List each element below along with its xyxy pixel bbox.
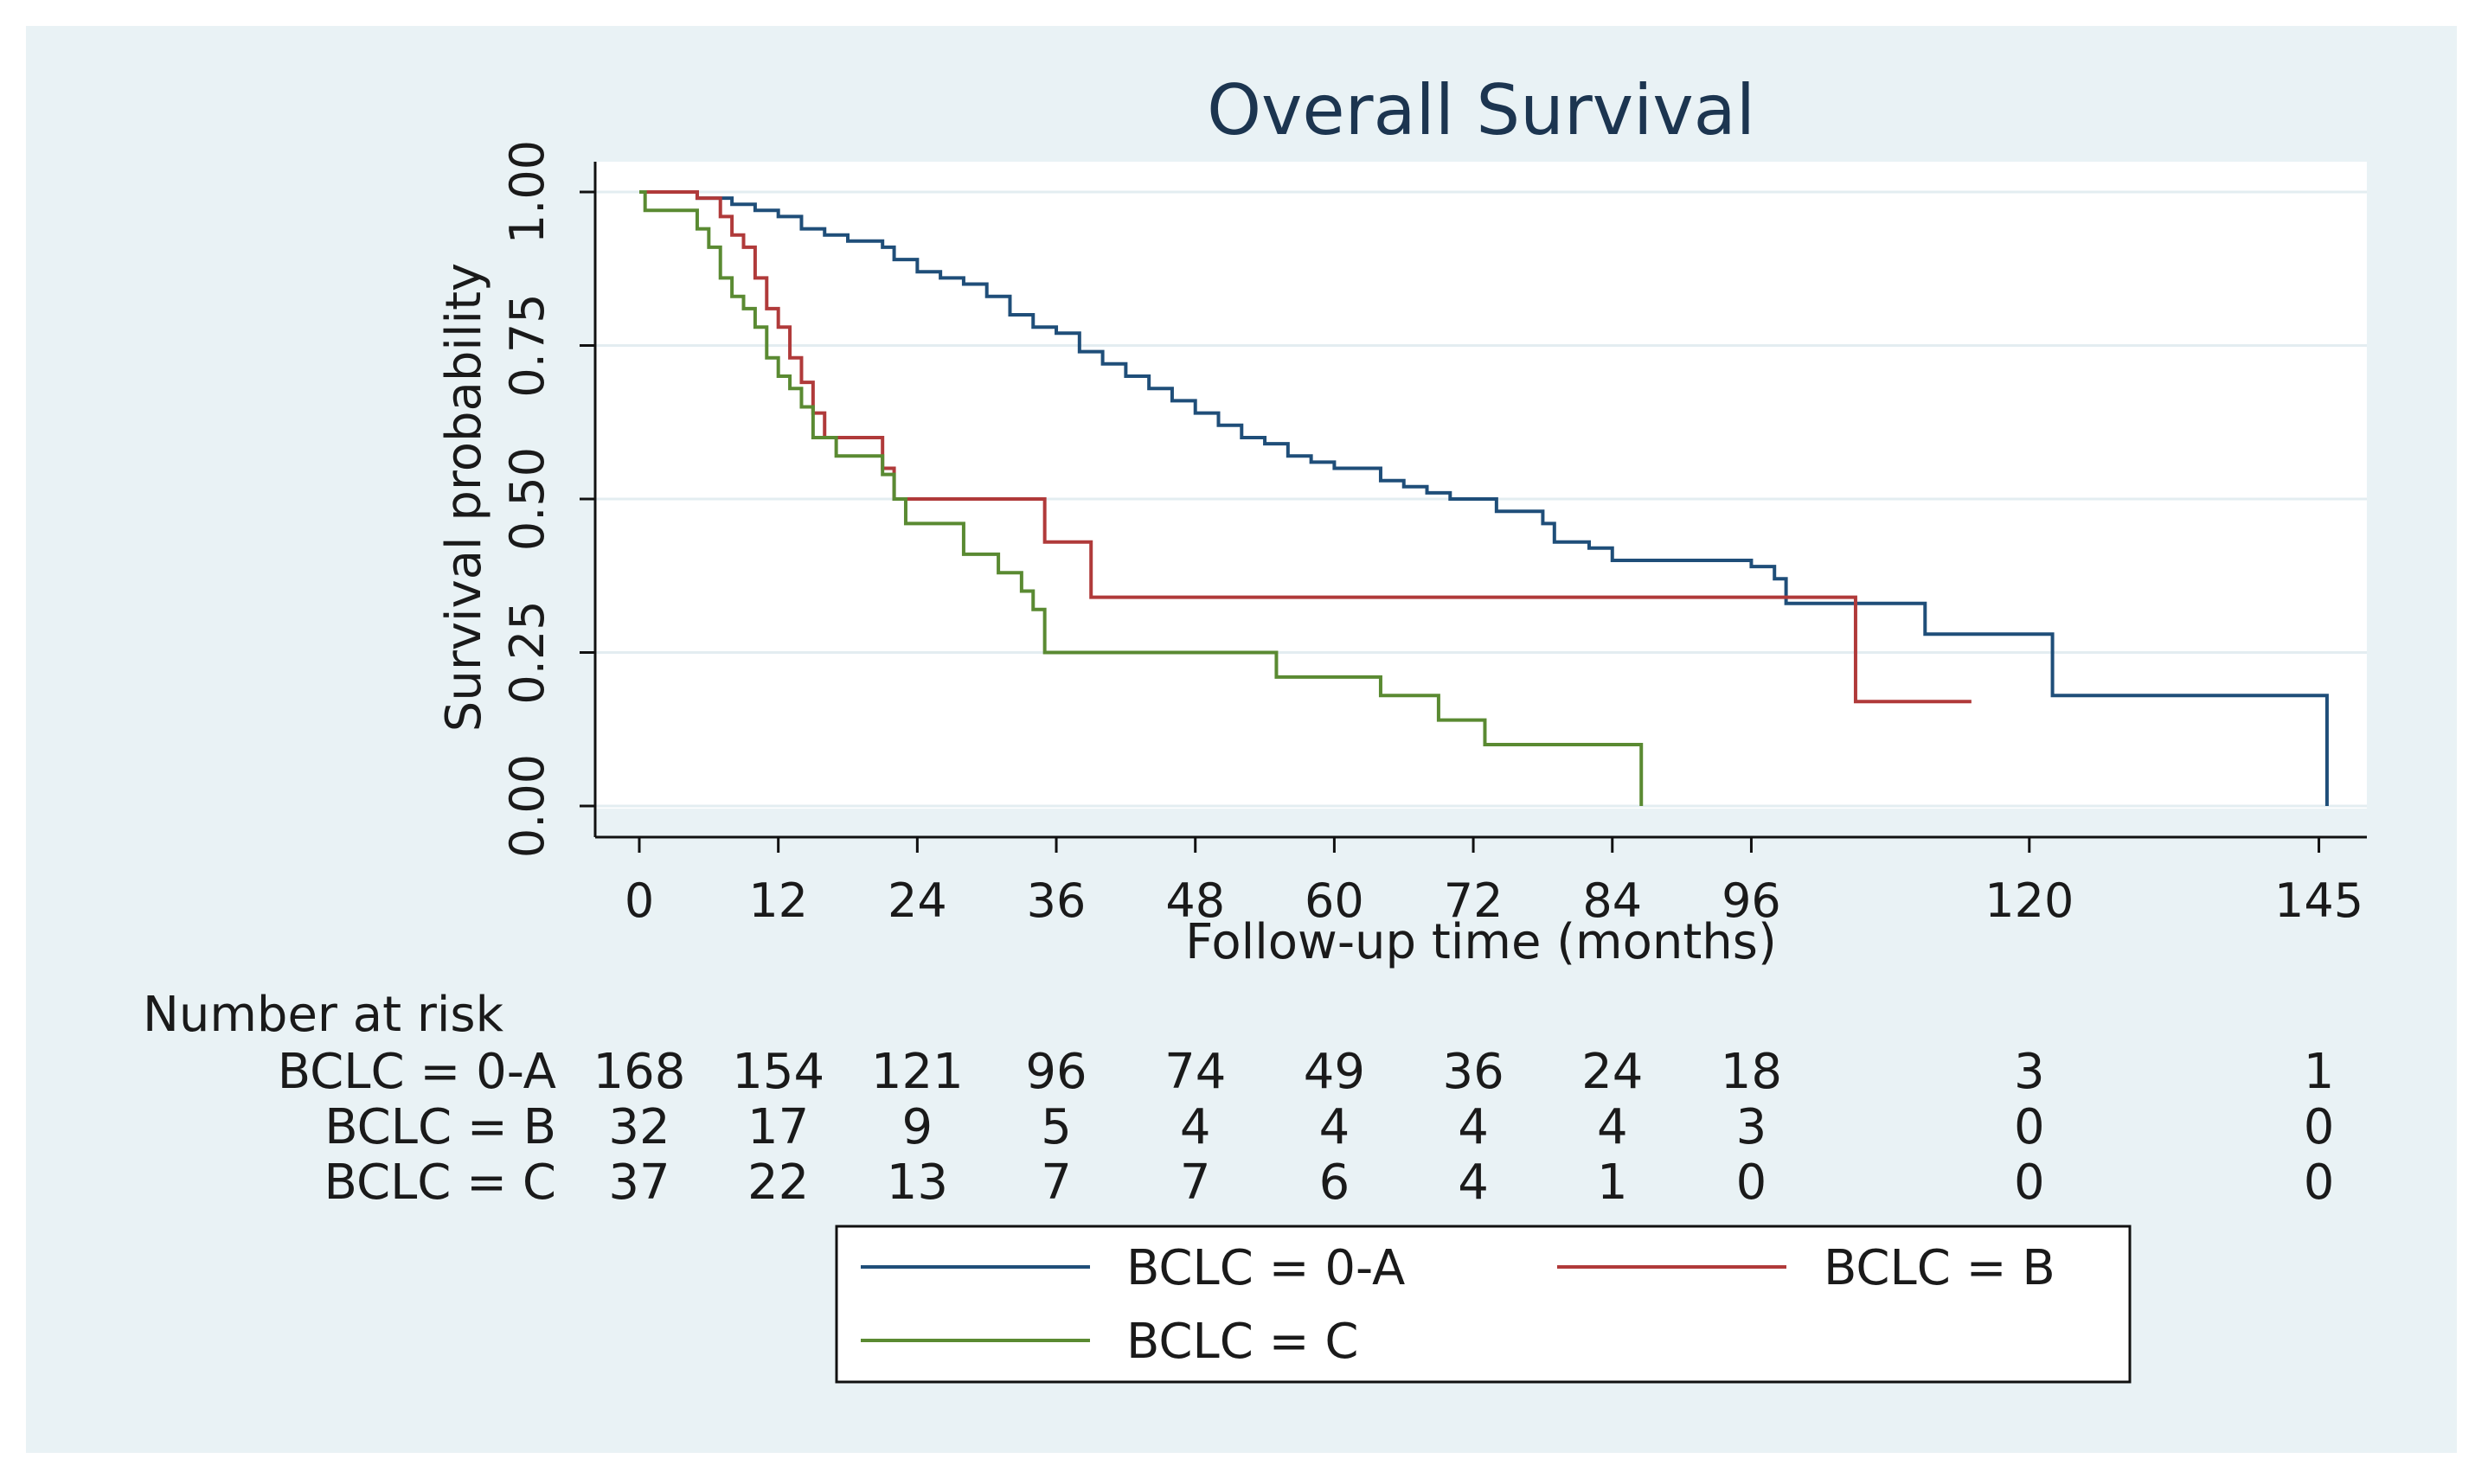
risk-value: 0 [2014, 1099, 2045, 1155]
risk-row-label: BCLC = B [324, 1099, 556, 1155]
risk-value: 6 [1319, 1155, 1350, 1211]
risk-value: 96 [1025, 1044, 1087, 1100]
risk-value: 5 [1041, 1099, 1072, 1155]
x-tick-label: 24 [888, 873, 947, 928]
risk-value: 4 [1458, 1155, 1489, 1211]
risk-value: 37 [608, 1155, 670, 1211]
y-tick-label: 0.75 [500, 293, 555, 397]
risk-value: 36 [1442, 1044, 1504, 1100]
x-ticks: 0 12 24 36 48 60 72 84 96 120 145 [625, 837, 2363, 928]
risk-value: 1 [1597, 1155, 1628, 1211]
y-ticks: 0.00 0.25 0.50 0.75 1.00 [500, 140, 595, 858]
risk-value: 9 [902, 1099, 933, 1155]
risk-value: 24 [1581, 1044, 1643, 1100]
risk-value: 49 [1304, 1044, 1365, 1100]
legend: BCLC = 0-A BCLC = B BCLC = C [861, 1240, 2055, 1370]
risk-value: 4 [1458, 1099, 1489, 1155]
risk-value: 0 [2304, 1155, 2335, 1211]
y-tick-label: 0.25 [500, 600, 555, 704]
risk-row-label: BCLC = 0-A [278, 1044, 556, 1100]
legend-label: BCLC = C [1126, 1314, 1358, 1370]
x-tick-label: 0 [625, 873, 654, 928]
series-line-1 [639, 190, 1972, 704]
risk-value: 0 [2014, 1155, 2045, 1211]
risk-value: 1 [2304, 1044, 2335, 1100]
risk-value: 4 [1597, 1099, 1628, 1155]
risk-value: 121 [871, 1044, 964, 1100]
risk-value: 17 [747, 1099, 809, 1155]
risk-row-label: BCLC = C [324, 1155, 556, 1211]
series-lines [639, 190, 2329, 806]
risk-value: 0 [2304, 1099, 2335, 1155]
legend-label: BCLC = 0-A [1126, 1240, 1405, 1296]
risk-value: 168 [593, 1044, 686, 1100]
risk-value: 74 [1164, 1044, 1226, 1100]
risk-value: 7 [1041, 1155, 1072, 1211]
x-tick-label: 145 [2274, 873, 2363, 928]
x-tick-label: 36 [1027, 873, 1087, 928]
legend-box [835, 1225, 2132, 1384]
risk-value: 22 [747, 1155, 809, 1211]
x-tick-label: 72 [1444, 873, 1504, 928]
plot-area [595, 162, 2367, 809]
risk-value: 18 [1721, 1044, 1782, 1100]
risk-value: 154 [732, 1044, 824, 1100]
x-tick-label: 12 [748, 873, 808, 928]
y-tick-label: 1.00 [500, 140, 555, 244]
risk-value: 13 [887, 1155, 948, 1211]
x-tick-label: 96 [1722, 873, 1781, 928]
y-tick-label: 0.00 [500, 754, 555, 858]
x-axis-label: Follow-up time (months) [1185, 914, 1777, 970]
risk-value: 7 [1180, 1155, 1211, 1211]
y-axis-label: Survival probability [436, 263, 492, 732]
x-tick-label: 60 [1305, 873, 1364, 928]
risk-value: 4 [1180, 1099, 1211, 1155]
x-tick-label: 84 [1582, 873, 1642, 928]
risk-value: 3 [2014, 1044, 2045, 1100]
series-line-0 [639, 190, 2329, 806]
y-tick-label: 0.50 [500, 447, 555, 551]
chart-title: Overall Survival [1207, 70, 1755, 150]
risk-value: 32 [608, 1099, 670, 1155]
risk-value: 4 [1319, 1099, 1350, 1155]
series-line-2 [639, 190, 1644, 806]
risk-value: 3 [1736, 1099, 1767, 1155]
legend-label: BCLC = B [1824, 1240, 2055, 1296]
x-tick-label: 120 [1984, 873, 2074, 928]
x-tick-label: 48 [1165, 873, 1225, 928]
risk-value: 0 [1736, 1155, 1767, 1211]
risk-table-heading: Number at risk [143, 987, 504, 1043]
